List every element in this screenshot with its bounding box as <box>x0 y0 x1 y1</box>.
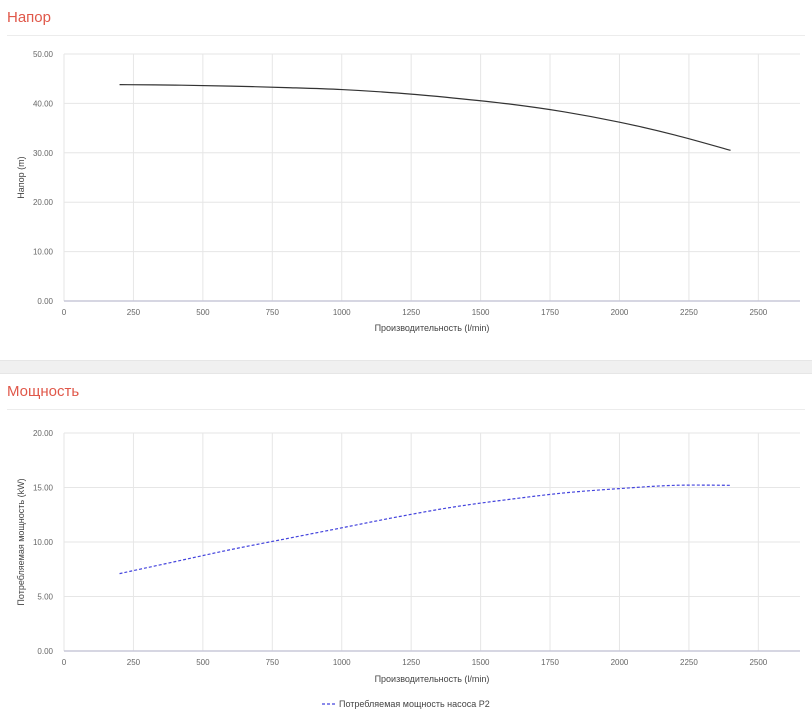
y-tick-label: 20.00 <box>33 198 54 207</box>
series-line <box>119 84 731 151</box>
x-tick-label: 1750 <box>541 308 559 317</box>
x-tick-label: 1750 <box>541 658 559 667</box>
y-tick-label: 20.00 <box>33 429 54 438</box>
y-tick-label: 50.00 <box>33 50 54 59</box>
y-tick-label: 15.00 <box>33 484 54 493</box>
x-tick-label: 250 <box>127 308 141 317</box>
series-line <box>119 484 731 575</box>
x-tick-label: 2000 <box>611 308 629 317</box>
x-tick-label: 1000 <box>333 308 351 317</box>
title-divider <box>7 409 805 410</box>
x-tick-label: 2500 <box>749 308 767 317</box>
x-axis-title: Производительность (l/min) <box>375 674 490 684</box>
y-tick-label: 10.00 <box>33 248 54 257</box>
power-chart: 0 250 500 750 1000 1250 1500 1750 2000 2250 2500 0.… <box>16 429 800 709</box>
x-tick-label: 1250 <box>402 308 420 317</box>
head-chart-panel: Напор 0 250 500 750 1000 1250 1500 1750 2000 2250… <box>0 0 812 360</box>
x-tick-label: 750 <box>266 658 280 667</box>
y-tick-label: 40.00 <box>33 99 54 108</box>
y-tick-label: 10.00 <box>33 538 54 547</box>
power-chart-title: Мощность <box>7 383 80 400</box>
head-chart-title: Напор <box>7 9 51 26</box>
title-divider <box>7 35 805 36</box>
x-tick-label: 1500 <box>472 308 490 317</box>
y-tick-label: 0.00 <box>37 647 53 656</box>
x-tick-label: 1250 <box>402 658 420 667</box>
x-tick-label: 2250 <box>680 658 698 667</box>
x-tick-label: 2500 <box>749 658 767 667</box>
x-tick-label: 0 <box>62 308 67 317</box>
x-tick-label: 2000 <box>611 658 629 667</box>
y-tick-label: 5.00 <box>37 593 53 602</box>
head-chart: 0 250 500 750 1000 1250 1500 1750 2000 2250 2500 0.… <box>16 50 800 333</box>
x-tick-label: 500 <box>196 308 210 317</box>
x-tick-label: 2250 <box>680 308 698 317</box>
y-axis-title: Напор (m) <box>16 156 26 198</box>
x-tick-label: 1500 <box>472 658 490 667</box>
y-axis-title: Потребляемая мощность (kW) <box>16 478 26 605</box>
y-tick-label: 0.00 <box>37 297 53 306</box>
x-tick-label: 500 <box>196 658 210 667</box>
x-tick-label: 750 <box>266 308 280 317</box>
y-tick-label: 30.00 <box>33 149 54 158</box>
legend-label: Потребляемая мощность насоса P2 <box>339 699 490 709</box>
x-tick-label: 250 <box>127 658 141 667</box>
x-tick-label: 0 <box>62 658 67 667</box>
x-tick-label: 1000 <box>333 658 351 667</box>
power-chart-panel: Мощность 0 250 500 750 1000 1250 1500 1750 2000 2… <box>0 374 812 726</box>
panel-separator <box>0 360 812 374</box>
x-axis-title: Производительность (l/min) <box>375 323 490 333</box>
